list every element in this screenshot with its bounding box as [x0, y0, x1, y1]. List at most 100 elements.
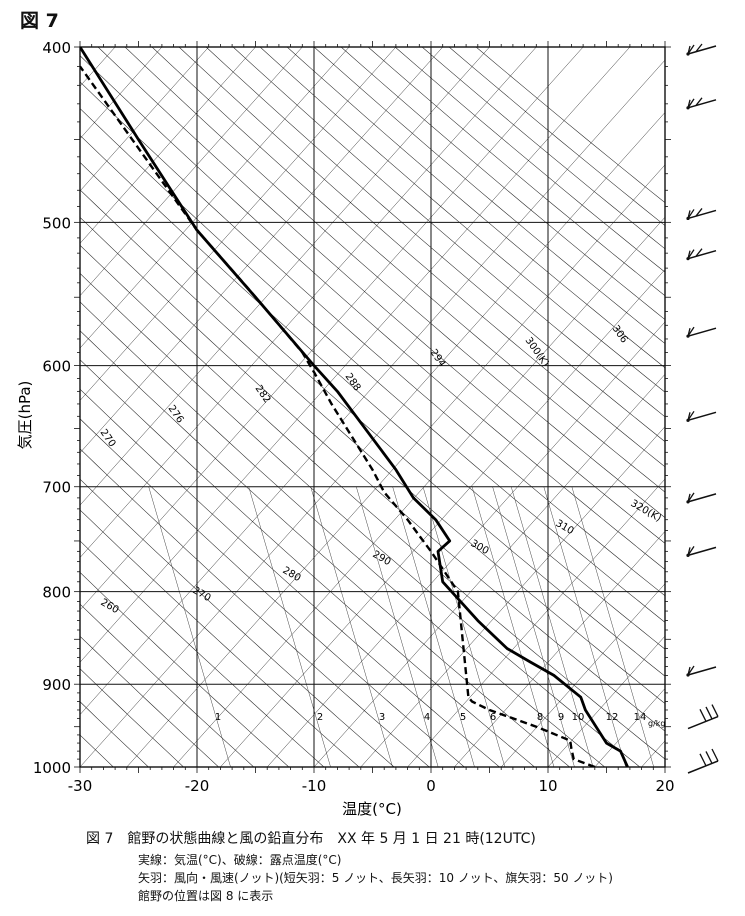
dry-adiabat-line: [97, 47, 665, 544]
mixing-ratio-line: [356, 486, 439, 767]
moist-adiabat-line: [80, 112, 665, 767]
mixing-ratio-unit: g/kg: [648, 719, 665, 728]
x-tick-label: -20: [185, 777, 210, 795]
barb-shaft: [687, 45, 717, 55]
barb-feather: [687, 326, 695, 337]
wind-barb: [686, 43, 717, 56]
barb-shaft: [687, 209, 717, 220]
barb-feather: [695, 208, 703, 217]
dry-adiabat-line: [80, 330, 570, 767]
moist-adiabat-line: [80, 47, 350, 349]
barb-shaft: [687, 411, 717, 422]
y-axis-label: 気圧(hPa): [16, 381, 34, 450]
mixing-ratio-label: 10: [572, 712, 585, 723]
dry-adiabat-line: [80, 162, 665, 677]
barb-feather: [699, 709, 707, 722]
dry-adiabat-line: [367, 47, 665, 297]
barb-station-dot: [686, 553, 690, 557]
caption-title: 図 7 館野の状態曲線と風の鉛直分布 XX 年 5 月 1 日 21 時(12U…: [86, 831, 536, 847]
moist-adiabat-line: [688, 47, 745, 767]
barb-feather: [695, 43, 703, 53]
moist-adiabat-line: [80, 47, 490, 506]
moist-adiabat-line: [454, 530, 665, 767]
moist-adiabat-line: [735, 47, 745, 767]
barb-feather: [687, 98, 695, 109]
moist-adiabat-line: [547, 635, 665, 767]
barb-feather: [711, 748, 719, 762]
mixing-ratio-label: 1: [215, 712, 221, 723]
barb-feather: [699, 753, 707, 767]
moist-adiabat-label: 290: [371, 549, 393, 568]
moist-adiabat-line: [360, 426, 665, 767]
barb-feather: [687, 492, 695, 503]
moist-adiabat-line: [126, 164, 665, 767]
barb-feather: [695, 97, 703, 106]
barb-shaft: [687, 666, 717, 676]
mixing-ratio-line: [422, 486, 506, 767]
dry-adiabat-label: 282: [253, 383, 273, 405]
barb-station-dot: [686, 418, 690, 422]
moist-adiabat-line: [407, 478, 665, 767]
mixing-ratio-line: [543, 486, 626, 767]
wind-barbs: [686, 43, 719, 774]
wind-barb: [687, 704, 719, 730]
wind-barb: [686, 410, 717, 422]
mixing-ratio-line: [392, 486, 475, 767]
mixing-ratio-label: 12: [606, 712, 619, 723]
moist-adiabat-line: [80, 47, 537, 558]
barb-shaft: [687, 760, 719, 774]
moist-adiabat-label: 300: [469, 538, 491, 557]
wind-barb: [686, 665, 717, 677]
barb-feather: [695, 248, 703, 257]
caption-line-1: 実線：気温(°C)、破線：露点温度(°C): [138, 853, 342, 867]
x-tick-label: -10: [302, 777, 327, 795]
x-tick-label: 0: [426, 777, 436, 795]
moist-adiabat-line: [80, 47, 443, 454]
wind-barb: [686, 326, 717, 338]
barb-feather: [705, 706, 713, 720]
dry-adiabat-label: 288: [343, 371, 363, 393]
dry-adiabat-line: [80, 388, 500, 767]
y-tick-label: 500: [42, 214, 71, 232]
moist-adiabat-line: [80, 47, 397, 401]
moist-adiabat-line: [80, 47, 584, 611]
mixing-ratio-label: 3: [379, 712, 385, 723]
moist-adiabat-line: [80, 47, 303, 297]
barb-feather: [687, 665, 695, 676]
dry-adiabat-line: [394, 47, 665, 273]
barb-shaft: [687, 715, 719, 730]
mixing-ratio-label: 4: [424, 712, 430, 723]
barb-station-dot: [686, 52, 690, 56]
dry-adiabat-line: [80, 509, 360, 767]
temperature-line: [80, 47, 629, 767]
caption-line-2: 矢羽：風向・風速(ノット)(短矢羽：5 ノット、長矢羽：10 ノット、旗矢羽：5…: [138, 871, 613, 885]
dry-adiabat-line: [421, 47, 665, 250]
mixing-ratio-line: [510, 486, 594, 767]
moist-adiabat-line: [501, 583, 665, 767]
x-tick-label: 10: [538, 777, 557, 795]
moist-adiabat-line: [80, 47, 631, 663]
dry-adiabat-line: [80, 273, 640, 767]
wind-barb: [686, 208, 717, 221]
mixing-ratio-line: [492, 486, 575, 767]
mixing-ratio-label: 9: [558, 712, 564, 723]
wind-barb: [686, 492, 717, 504]
barb-station-dot: [686, 216, 690, 221]
barb-feather: [687, 209, 695, 219]
y-tick-label: 900: [42, 676, 71, 694]
caption-line-3: 館野の位置は図 8 に表示: [138, 889, 274, 903]
dry-adiabat-line: [124, 47, 665, 518]
wind-barb: [686, 545, 717, 557]
dry-adiabat-line: [80, 134, 665, 650]
dry-adiabat-line: [232, 47, 665, 418]
moist-adiabat-line: [173, 216, 665, 767]
background-isopleths: [80, 47, 745, 767]
barb-feather: [687, 44, 695, 55]
barb-feather: [687, 249, 695, 260]
dewpoint-line: [80, 65, 596, 767]
dry-adiabat-line: [259, 47, 665, 393]
dry-adiabat-line: [80, 301, 605, 767]
mixing-ratio-line: [571, 486, 654, 767]
moist-adiabat-line: [594, 688, 665, 767]
